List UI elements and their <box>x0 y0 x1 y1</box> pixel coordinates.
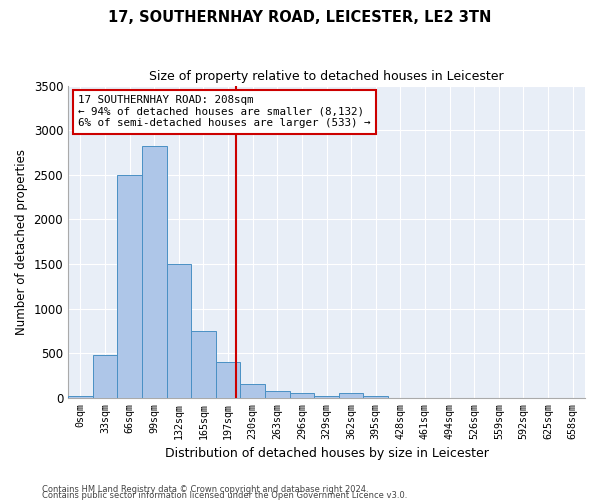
X-axis label: Distribution of detached houses by size in Leicester: Distribution of detached houses by size … <box>164 447 488 460</box>
Bar <box>314 396 339 398</box>
Bar <box>216 362 241 398</box>
Bar <box>92 355 117 398</box>
Text: 17, SOUTHERNHAY ROAD, LEICESTER, LE2 3TN: 17, SOUTHERNHAY ROAD, LEICESTER, LE2 3TN <box>109 10 491 25</box>
Bar <box>68 396 92 398</box>
Bar <box>142 146 167 398</box>
Bar <box>265 390 290 398</box>
Bar <box>339 394 364 398</box>
Bar <box>241 384 265 398</box>
Bar <box>117 175 142 398</box>
Bar <box>191 331 216 398</box>
Text: Contains HM Land Registry data © Crown copyright and database right 2024.: Contains HM Land Registry data © Crown c… <box>42 484 368 494</box>
Bar <box>290 394 314 398</box>
Y-axis label: Number of detached properties: Number of detached properties <box>15 148 28 334</box>
Title: Size of property relative to detached houses in Leicester: Size of property relative to detached ho… <box>149 70 504 83</box>
Bar <box>167 264 191 398</box>
Bar <box>364 396 388 398</box>
Text: Contains public sector information licensed under the Open Government Licence v3: Contains public sector information licen… <box>42 491 407 500</box>
Text: 17 SOUTHERNHAY ROAD: 208sqm
← 94% of detached houses are smaller (8,132)
6% of s: 17 SOUTHERNHAY ROAD: 208sqm ← 94% of det… <box>79 95 371 128</box>
